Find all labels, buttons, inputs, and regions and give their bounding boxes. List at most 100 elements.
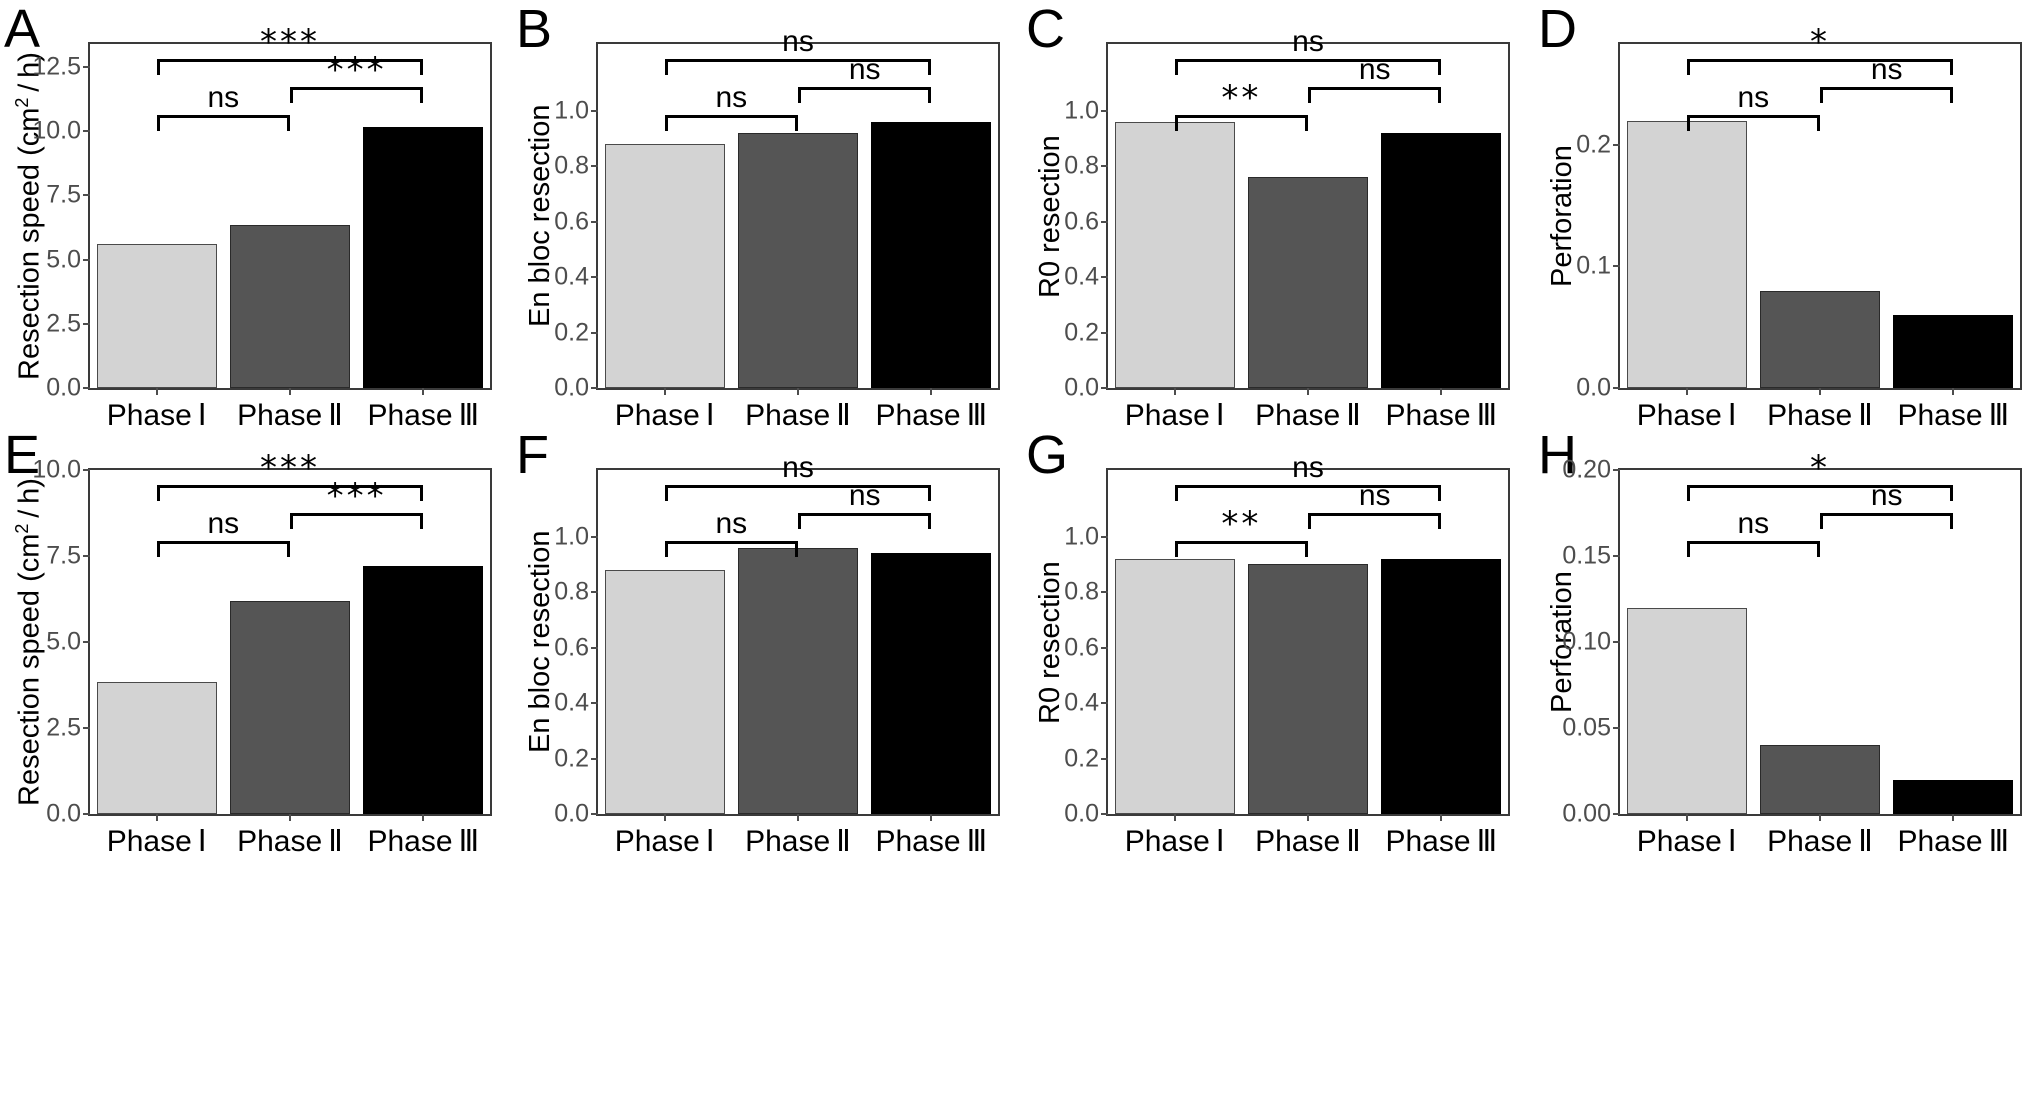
y-tick-label: 7.5: [46, 541, 81, 570]
y-axis-label-d: Perforation: [1546, 145, 1578, 287]
bar-b-1: [604, 143, 725, 388]
y-tick-mark: [83, 66, 90, 69]
x-tick-numeral: Ⅲ: [966, 399, 988, 432]
y-tick-mark: [591, 757, 598, 760]
y-tick-mark: [1101, 276, 1108, 279]
significance-bracket: [798, 513, 932, 529]
y-tick-mark: [1101, 535, 1108, 538]
x-tick-mark: [930, 814, 933, 821]
significance-label: ns: [715, 506, 748, 540]
x-tick-word: Phase: [745, 825, 831, 858]
x-tick-label: Phase Ⅱ: [1767, 824, 1873, 859]
x-tick-numeral: Ⅲ: [458, 399, 480, 432]
x-tick-numeral: Ⅱ: [1346, 825, 1361, 858]
significance-bracket: [156, 59, 424, 76]
x-tick-word: Phase: [1124, 399, 1210, 432]
y-tick-label: 0.6: [1064, 207, 1099, 236]
y-tick-label: 0.0: [46, 799, 81, 828]
x-tick-label: Phase Ⅰ: [615, 824, 715, 859]
x-tick-label: Phase Ⅰ: [1125, 824, 1225, 859]
y-tick-label: 2.5: [46, 713, 81, 742]
x-tick-word: Phase: [237, 825, 323, 858]
y-tick-label: 0.00: [1562, 799, 1611, 828]
y-tick-mark: [591, 109, 598, 112]
y-tick-label: 0.8: [1064, 577, 1099, 606]
y-tick-label: 0.6: [554, 207, 589, 236]
significance-label: ns: [782, 25, 814, 59]
y-tick-mark: [83, 258, 90, 261]
x-tick-word: Phase: [1767, 825, 1853, 858]
y-tick-mark: [591, 535, 598, 538]
y-tick-mark: [83, 727, 90, 729]
y-tick-label: 10.0: [32, 455, 81, 484]
bar-g-1: [1114, 558, 1235, 814]
significance-bracket: [664, 485, 932, 502]
x-tick-numeral: Ⅲ: [1988, 399, 2010, 432]
significance-label: ns: [1737, 506, 1770, 540]
y-tick-label: 0.2: [554, 318, 589, 347]
y-tick-label: 10.0: [32, 116, 81, 145]
x-tick-mark: [1440, 814, 1443, 821]
significance-label: *: [1810, 448, 1830, 489]
y-tick-mark: [591, 220, 598, 223]
y-tick-mark: [1101, 646, 1108, 649]
y-tick-mark: [1101, 220, 1108, 223]
panel-letter-b: B: [516, 0, 553, 59]
y-tick-label: 7.5: [46, 180, 81, 209]
x-tick-word: Phase: [1255, 825, 1341, 858]
y-tick-label: 1.0: [554, 522, 589, 551]
significance-label: ns: [207, 506, 240, 540]
x-tick-label: Phase Ⅰ: [615, 398, 715, 433]
y-tick-label: 2.5: [46, 309, 81, 338]
x-tick-mark: [1819, 814, 1821, 821]
bar-a-3: [363, 127, 484, 388]
bar-d-1: [1626, 120, 1747, 388]
y-tick-mark: [1101, 165, 1108, 168]
x-tick-word: Phase: [106, 399, 192, 432]
x-tick-numeral: Ⅰ: [1727, 399, 1737, 432]
y-tick-label: 0.0: [46, 373, 81, 402]
y-tick-mark: [83, 469, 90, 471]
y-axis-label-f: En bloc resection: [524, 530, 556, 753]
x-tick-label: Phase Ⅲ: [367, 824, 479, 859]
x-tick-label: Phase Ⅱ: [237, 398, 343, 433]
significance-bracket: [290, 87, 424, 103]
y-tick-label: 1.0: [554, 96, 589, 125]
y-tick-label: 0.2: [554, 744, 589, 773]
bar-b-3: [871, 121, 992, 388]
y-tick-mark: [1613, 727, 1620, 729]
significance-bracket: [664, 114, 798, 131]
y-tick-label: 12.5: [32, 52, 81, 81]
y-tick-mark: [1101, 331, 1108, 334]
x-tick-mark: [930, 388, 933, 395]
y-tick-mark: [1613, 143, 1620, 146]
x-tick-label: Phase Ⅱ: [1255, 398, 1361, 433]
x-tick-mark: [422, 388, 425, 395]
y-tick-mark: [83, 130, 90, 133]
significance-bracket: [664, 540, 798, 557]
x-tick-mark: [289, 388, 291, 395]
significance-bracket: [1820, 513, 1954, 529]
y-tick-label: 0.05: [1562, 713, 1611, 742]
y-tick-mark: [1101, 109, 1108, 112]
y-tick-mark: [1613, 265, 1620, 268]
bar-f-2: [738, 547, 858, 814]
y-tick-mark: [83, 322, 90, 325]
x-tick-label: Phase Ⅰ: [1125, 398, 1225, 433]
y-tick-label: 0.8: [1064, 151, 1099, 180]
significance-label: ***: [326, 50, 387, 90]
significance-bracket: [1308, 513, 1442, 529]
y-tick-mark: [591, 165, 598, 168]
y-tick-mark: [83, 555, 90, 557]
y-tick-mark: [83, 641, 90, 643]
y-tick-mark: [591, 702, 598, 705]
bar-g-2: [1248, 564, 1368, 814]
bar-h-1: [1626, 607, 1747, 814]
x-tick-word: Phase: [745, 399, 831, 432]
bar-c-2: [1248, 177, 1368, 388]
y-tick-mark: [591, 331, 598, 334]
y-tick-label: 0.8: [554, 577, 589, 606]
